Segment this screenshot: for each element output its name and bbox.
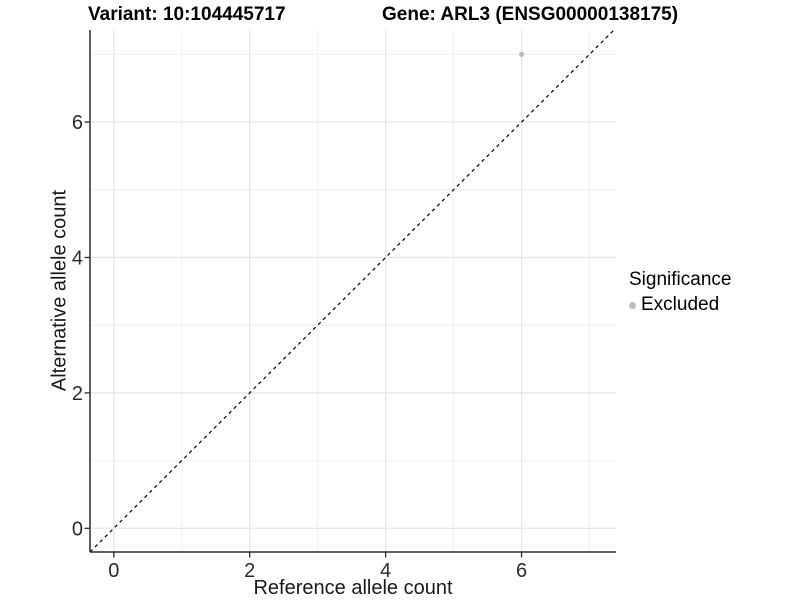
excluded-point-icon (629, 301, 636, 309)
legend: Significance Excluded (629, 269, 731, 316)
y-axis-title: Alternative allele count (48, 189, 71, 392)
y-tick-label: 4 (72, 247, 83, 269)
identity-line (89, 29, 615, 553)
x-tick-label: 6 (516, 560, 527, 582)
y-tick-label: 6 (72, 112, 83, 134)
x-tick-label: 4 (380, 560, 391, 582)
y-tick-label: 2 (72, 383, 83, 405)
data-point (518, 51, 525, 57)
plot-title-gene: Gene: ARL3 (ENSG00000138175) (382, 4, 679, 25)
legend-item-excluded: Excluded (629, 294, 731, 316)
x-tick-label: 0 (108, 560, 119, 582)
y-tick-label: 0 (72, 518, 83, 540)
x-tick-label: 2 (244, 560, 255, 582)
legend-item-label: Excluded (641, 294, 720, 315)
plot-title-variant: Variant: 10:104445717 (88, 4, 286, 25)
legend-title: Significance (629, 269, 732, 290)
x-axis-title: Reference allele count (253, 577, 453, 599)
